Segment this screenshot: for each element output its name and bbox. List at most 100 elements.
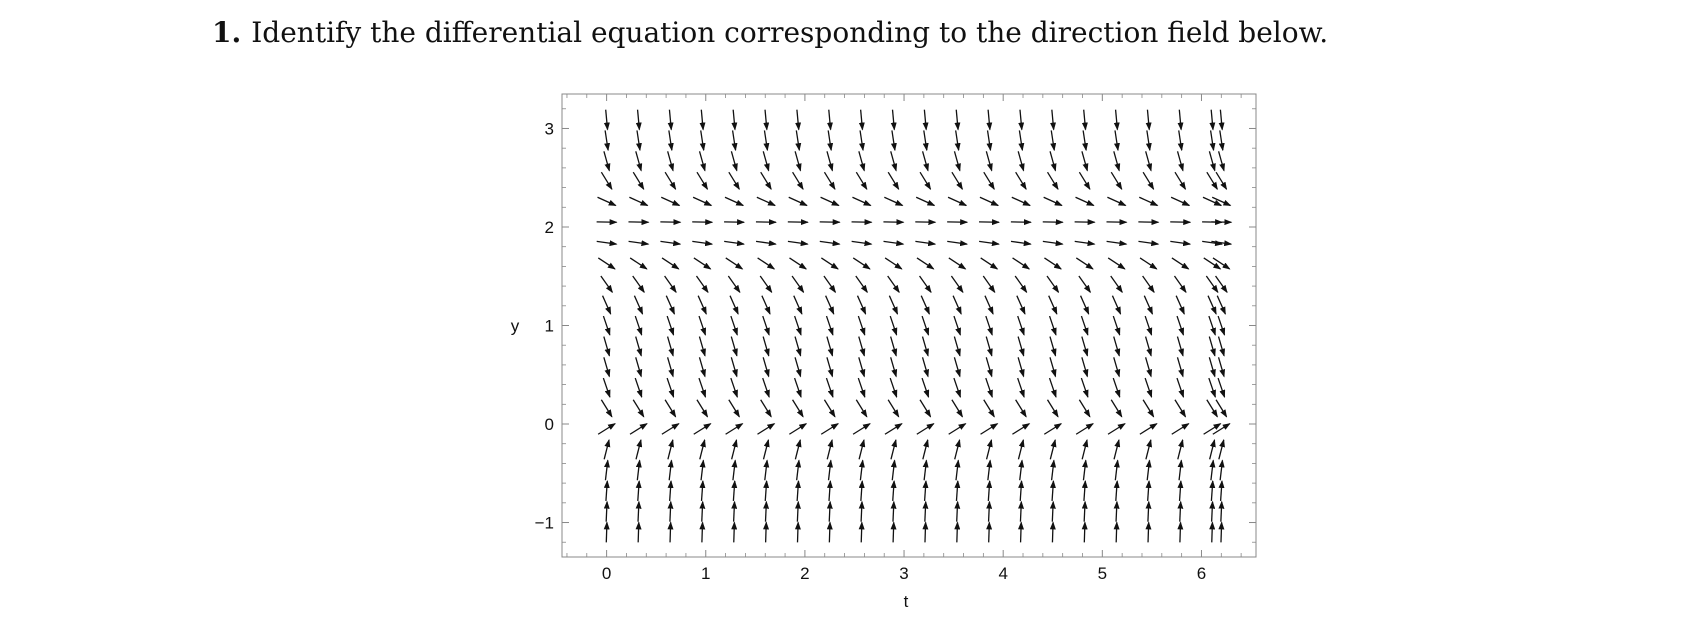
slope-arrow (1044, 197, 1062, 205)
slope-arrow (1082, 357, 1088, 376)
slope-arrow (1050, 440, 1055, 459)
slope-arrow (1144, 296, 1152, 314)
slope-arrow (1050, 378, 1056, 397)
slope-arrow (670, 502, 671, 522)
x-tick-label: 6 (1197, 564, 1206, 583)
slope-arrow (888, 172, 898, 189)
slope-arrow (629, 197, 647, 205)
slope-arrow (1107, 197, 1125, 205)
slope-arrow (821, 197, 839, 205)
slope-arrow (792, 276, 803, 292)
slope-arrow (604, 440, 609, 459)
slope-arrow (1180, 502, 1181, 522)
slope-arrow (1175, 172, 1185, 189)
slope-arrow (829, 502, 830, 522)
slope-arrow (1114, 357, 1120, 376)
slope-arrow (857, 296, 865, 314)
slope-arrow (598, 258, 615, 269)
slope-arrow (795, 151, 800, 170)
slope-arrow (861, 502, 862, 522)
slope-arrow (634, 296, 642, 314)
slope-arrow (733, 460, 735, 480)
slope-arrow (733, 481, 734, 501)
slope-arrow (669, 110, 671, 130)
slope-arrow (986, 316, 992, 335)
slope-arrow (888, 400, 899, 417)
slope-arrow (954, 337, 960, 356)
x-tick-label: 1 (701, 564, 710, 583)
slope-arrow (702, 522, 703, 542)
slope-arrow (1082, 151, 1087, 170)
slope-arrow (1084, 502, 1085, 522)
slope-arrow (924, 110, 926, 130)
slope-arrow (824, 172, 834, 189)
slope-arrow (1219, 337, 1225, 356)
slope-arrow (1219, 357, 1225, 376)
slope-arrow (1082, 440, 1087, 459)
slope-arrow (956, 481, 957, 501)
slope-arrow (1140, 258, 1157, 269)
slope-arrow (824, 276, 835, 292)
slope-arrow (603, 296, 611, 314)
slope-arrow (665, 400, 676, 417)
slope-arrow (730, 296, 738, 314)
slope-arrow (828, 130, 831, 150)
slope-arrow (858, 316, 864, 335)
slope-arrow (821, 424, 838, 435)
slope-arrow (1220, 130, 1223, 150)
slope-arrow (636, 151, 641, 170)
slope-arrow (1049, 296, 1057, 314)
slope-arrow (1019, 130, 1022, 150)
slope-arrow (1018, 357, 1024, 376)
slope-arrow (635, 316, 641, 335)
slope-arrow (667, 316, 673, 335)
slope-arrow (988, 481, 989, 501)
slope-arrow (952, 172, 962, 189)
slope-arrow (986, 337, 992, 356)
slope-arrow (667, 378, 673, 397)
slope-arrow (981, 258, 998, 269)
slope-arrow (1211, 460, 1213, 480)
slope-arrow (1084, 481, 1085, 501)
slope-arrow (789, 258, 806, 269)
slope-arrow (1219, 151, 1224, 170)
slope-arrow (606, 502, 607, 522)
slope-arrow (700, 151, 705, 170)
slope-arrow (853, 424, 870, 435)
slope-arrow (1178, 151, 1183, 170)
slope-arrow (827, 316, 833, 335)
slope-arrow (662, 258, 679, 269)
slope-arrow (1076, 424, 1093, 435)
slope-arrow (987, 440, 992, 459)
slope-arrow (1084, 522, 1085, 542)
slope-arrow (1148, 481, 1149, 501)
slope-arrow (1148, 502, 1149, 522)
slope-arrow (795, 357, 801, 376)
slope-arrow (827, 357, 833, 376)
slope-arrow (920, 400, 931, 417)
slope-arrow (1083, 460, 1085, 480)
slope-arrow (701, 130, 704, 150)
slope-arrow (893, 502, 894, 522)
slope-arrow (796, 130, 799, 150)
slope-arrow (1212, 197, 1230, 205)
slope-arrow (636, 440, 641, 459)
slope-arrow (637, 460, 639, 480)
slope-arrow (636, 357, 642, 376)
slope-arrow (1209, 151, 1214, 170)
x-tick-label: 5 (1098, 564, 1107, 583)
slope-arrow (1179, 110, 1181, 130)
slope-arrow (1052, 481, 1053, 501)
slope-arrow (728, 276, 739, 292)
slope-arrow (954, 378, 960, 397)
slope-arrow (1175, 400, 1186, 417)
slope-arrow (1050, 151, 1055, 170)
slope-arrow (765, 481, 766, 501)
slope-arrow (1108, 424, 1125, 435)
slope-arrow (827, 337, 833, 356)
slope-arrow (797, 481, 798, 501)
slope-arrow (954, 316, 960, 335)
slope-arrow (917, 424, 934, 435)
slope-arrow (1178, 440, 1183, 459)
slope-arrow (733, 110, 735, 130)
